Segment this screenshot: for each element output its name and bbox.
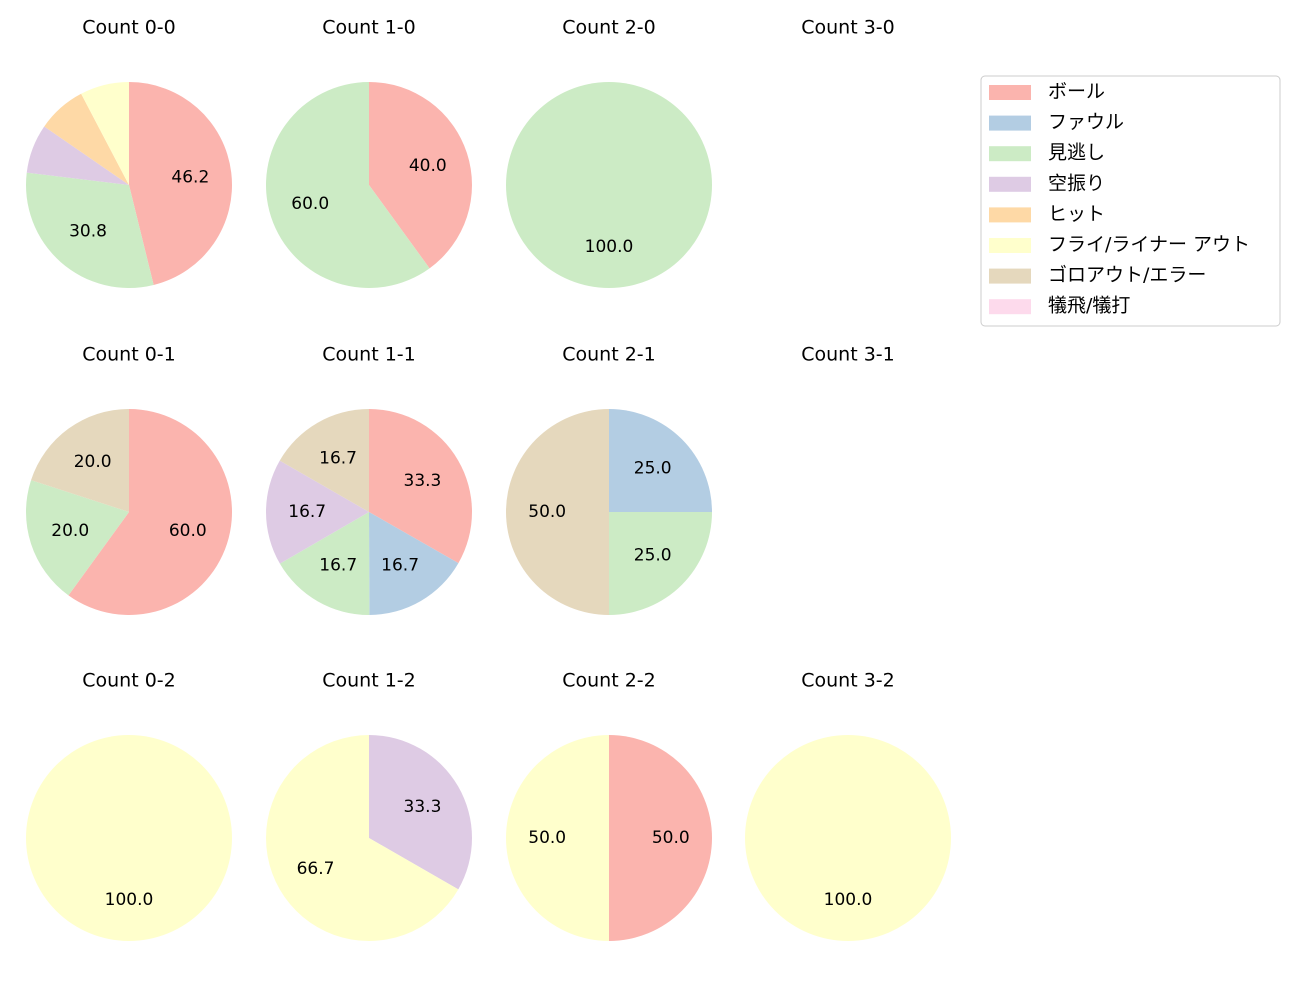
value-label: 60.0 <box>169 521 207 541</box>
pie-slice <box>44 93 129 185</box>
pie-slice <box>279 409 369 512</box>
pie-slice <box>31 409 129 512</box>
chart-title: Count 2-0 <box>562 17 656 39</box>
chart-title: Count 1-1 <box>322 344 416 366</box>
legend-swatch <box>989 85 1031 100</box>
pie-slice <box>26 126 130 185</box>
chart-title: Count 3-2 <box>801 670 895 692</box>
legend-label: ゴロアウト/エラー <box>1048 264 1206 286</box>
pie-slice <box>609 735 712 941</box>
legend-swatch <box>989 115 1031 131</box>
pie-slice <box>129 82 232 286</box>
legend-label: ファウル <box>1048 111 1124 133</box>
value-label: 16.7 <box>288 502 326 522</box>
value-label: 46.2 <box>171 168 209 188</box>
value-label: 33.3 <box>404 797 442 817</box>
pie-slice <box>745 735 951 941</box>
pie-slice <box>265 82 430 288</box>
legend-swatch <box>989 207 1031 223</box>
value-label: 66.7 <box>297 859 335 879</box>
legend-swatch <box>989 268 1031 284</box>
pie-slice <box>609 409 712 512</box>
legend-box <box>980 75 1281 327</box>
chart-title: Count 2-1 <box>562 344 656 366</box>
pie-slice <box>68 409 233 616</box>
chart-title: Count 1-2 <box>322 670 416 692</box>
pie-slice <box>369 512 459 615</box>
pie-slice <box>369 409 472 564</box>
legend-swatch <box>989 176 1031 192</box>
value-label: 50.0 <box>528 828 566 848</box>
value-label: 100.0 <box>105 890 154 910</box>
value-label: 100.0 <box>585 237 634 257</box>
chart-title: Count 0-2 <box>82 670 176 692</box>
pie-slice <box>369 735 472 890</box>
value-label: 33.3 <box>404 471 442 491</box>
pie-slice <box>369 82 472 269</box>
value-label: 16.7 <box>319 448 357 468</box>
legend-label: ヒット <box>1048 203 1105 225</box>
pie-slice <box>266 460 369 564</box>
legend-swatch <box>989 146 1031 162</box>
value-label: 20.0 <box>74 452 112 472</box>
pie-slice <box>26 172 154 289</box>
legend-label: 見逃し <box>1048 142 1105 164</box>
pie-slice <box>506 82 712 288</box>
value-label: 25.0 <box>634 458 672 478</box>
value-label: 50.0 <box>652 828 690 848</box>
pie-slice <box>506 409 609 615</box>
value-label: 50.0 <box>528 502 566 522</box>
chart-title: Count 3-0 <box>801 17 895 39</box>
legend-swatch <box>989 299 1031 315</box>
legend-label: 空振り <box>1048 172 1105 194</box>
legend-label: ボール <box>1048 81 1105 103</box>
legend-label: 犠飛/犠打 <box>1048 295 1130 317</box>
pie-slice <box>266 735 459 941</box>
chart-title: Count 0-0 <box>82 17 176 39</box>
value-label: 25.0 <box>634 546 672 566</box>
chart-title: Count 0-1 <box>82 344 176 366</box>
chart-title: Count 3-1 <box>801 344 895 366</box>
chart-title: Count 1-0 <box>322 17 416 39</box>
pie-slice <box>279 512 370 616</box>
pie-slice <box>609 512 712 615</box>
pie-slice <box>81 82 129 185</box>
value-label: 60.0 <box>291 194 329 214</box>
value-label: 40.0 <box>409 156 447 176</box>
chart-title: Count 2-2 <box>562 670 656 692</box>
pie-slice <box>26 480 129 596</box>
value-label: 16.7 <box>319 556 357 576</box>
pie-slice <box>26 735 232 941</box>
value-label: 16.7 <box>381 555 419 575</box>
pie-slice <box>506 735 609 941</box>
legend-label: フライ/ライナー アウト <box>1048 234 1250 256</box>
legend-swatch <box>989 238 1031 253</box>
value-label: 20.0 <box>51 521 89 541</box>
value-label: 30.8 <box>69 221 107 241</box>
value-label: 100.0 <box>824 890 873 910</box>
